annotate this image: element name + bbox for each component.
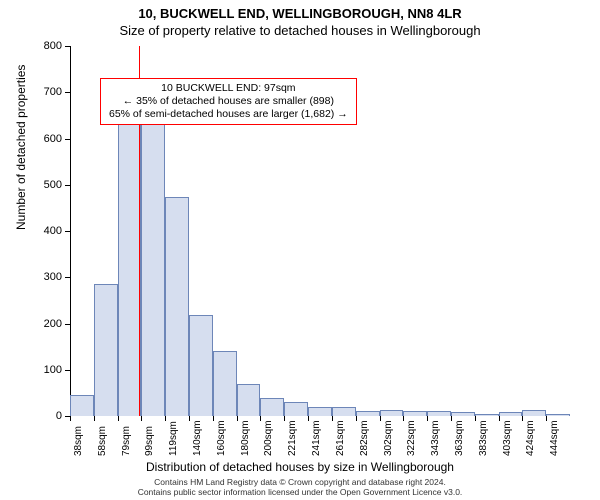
x-tick-label: 241sqm [311, 420, 322, 456]
histogram-bar [332, 407, 356, 416]
histogram-bar [189, 315, 213, 416]
y-tick-mark [65, 277, 70, 278]
histogram-bar [356, 411, 380, 416]
x-tick-label: 180sqm [240, 420, 251, 456]
histogram-bar [380, 410, 404, 416]
x-tick-label: 79sqm [121, 426, 132, 456]
x-tick-mark [451, 416, 452, 421]
x-tick-mark [94, 416, 95, 421]
x-tick-label: 444sqm [549, 420, 560, 456]
y-tick-mark [65, 46, 70, 47]
histogram-bar [475, 414, 499, 416]
x-tick-mark [237, 416, 238, 421]
y-tick-mark [65, 139, 70, 140]
x-tick-mark [308, 416, 309, 421]
x-tick-mark [380, 416, 381, 421]
x-tick-label: 38sqm [73, 426, 84, 456]
x-tick-label: 403sqm [502, 420, 513, 456]
y-tick-mark [65, 231, 70, 232]
y-axis-line [70, 46, 71, 416]
chart-title: 10, BUCKWELL END, WELLINGBOROUGH, NN8 4L… [0, 6, 600, 21]
x-tick-mark [499, 416, 500, 421]
annotation-line: ← 35% of detached houses are smaller (89… [109, 95, 348, 108]
x-axis-label: Distribution of detached houses by size … [0, 460, 600, 474]
y-tick-mark [65, 370, 70, 371]
histogram-bar [94, 284, 118, 416]
footer-line-2: Contains public sector information licen… [0, 488, 600, 498]
y-tick-label: 500 [22, 179, 62, 191]
y-tick-label: 200 [22, 318, 62, 330]
x-tick-mark [165, 416, 166, 421]
annotation-callout: 10 BUCKWELL END: 97sqm← 35% of detached … [100, 78, 357, 125]
histogram-bar [141, 102, 165, 417]
x-tick-label: 160sqm [216, 420, 227, 456]
histogram-bar [237, 384, 261, 416]
y-tick-label: 100 [22, 364, 62, 376]
chart-subtitle: Size of property relative to detached ho… [0, 23, 600, 38]
x-tick-mark [284, 416, 285, 421]
histogram-bar [308, 407, 332, 416]
histogram-bar [118, 106, 142, 416]
histogram-bar [165, 197, 189, 416]
x-tick-label: 424sqm [525, 420, 536, 456]
y-tick-label: 400 [22, 225, 62, 237]
x-tick-mark [189, 416, 190, 421]
y-tick-label: 300 [22, 271, 62, 283]
x-tick-mark [356, 416, 357, 421]
x-tick-mark [141, 416, 142, 421]
x-tick-label: 140sqm [192, 420, 203, 456]
histogram-bar [70, 395, 94, 416]
x-tick-mark [118, 416, 119, 421]
x-tick-label: 261sqm [335, 420, 346, 456]
x-tick-label: 383sqm [478, 420, 489, 456]
x-tick-label: 302sqm [383, 420, 394, 456]
x-tick-label: 200sqm [263, 420, 274, 456]
histogram-bar [522, 410, 546, 416]
annotation-line: 10 BUCKWELL END: 97sqm [109, 82, 348, 95]
x-tick-label: 343sqm [430, 420, 441, 456]
y-tick-mark [65, 185, 70, 186]
x-tick-label: 363sqm [454, 420, 465, 456]
x-tick-mark [403, 416, 404, 421]
histogram-bar [403, 411, 427, 416]
histogram-bar [546, 414, 570, 416]
y-tick-label: 600 [22, 133, 62, 145]
x-tick-mark [70, 416, 71, 421]
y-tick-label: 0 [22, 410, 62, 422]
histogram-bar [260, 398, 284, 417]
histogram-bar [213, 351, 237, 416]
footer-attribution: Contains HM Land Registry data © Crown c… [0, 478, 600, 498]
x-tick-mark [427, 416, 428, 421]
x-tick-mark [260, 416, 261, 421]
x-tick-mark [475, 416, 476, 421]
histogram-bar [499, 412, 523, 416]
y-tick-mark [65, 324, 70, 325]
y-tick-mark [65, 92, 70, 93]
y-tick-label: 700 [22, 86, 62, 98]
histogram-bar [284, 402, 308, 416]
x-tick-label: 119sqm [168, 421, 179, 456]
x-tick-label: 99sqm [144, 426, 155, 456]
annotation-line: 65% of semi-detached houses are larger (… [109, 108, 348, 121]
x-tick-label: 322sqm [406, 420, 417, 456]
x-tick-label: 282sqm [359, 420, 370, 456]
histogram-bar [451, 412, 475, 416]
x-tick-label: 58sqm [97, 426, 108, 456]
x-tick-label: 221sqm [287, 420, 298, 456]
histogram-bar [427, 411, 451, 416]
x-tick-mark [332, 416, 333, 421]
x-tick-mark [522, 416, 523, 421]
y-tick-label: 800 [22, 40, 62, 52]
histogram-chart: 38sqm58sqm79sqm99sqm119sqm140sqm160sqm18… [70, 46, 570, 416]
x-tick-mark [546, 416, 547, 421]
x-tick-mark [213, 416, 214, 421]
